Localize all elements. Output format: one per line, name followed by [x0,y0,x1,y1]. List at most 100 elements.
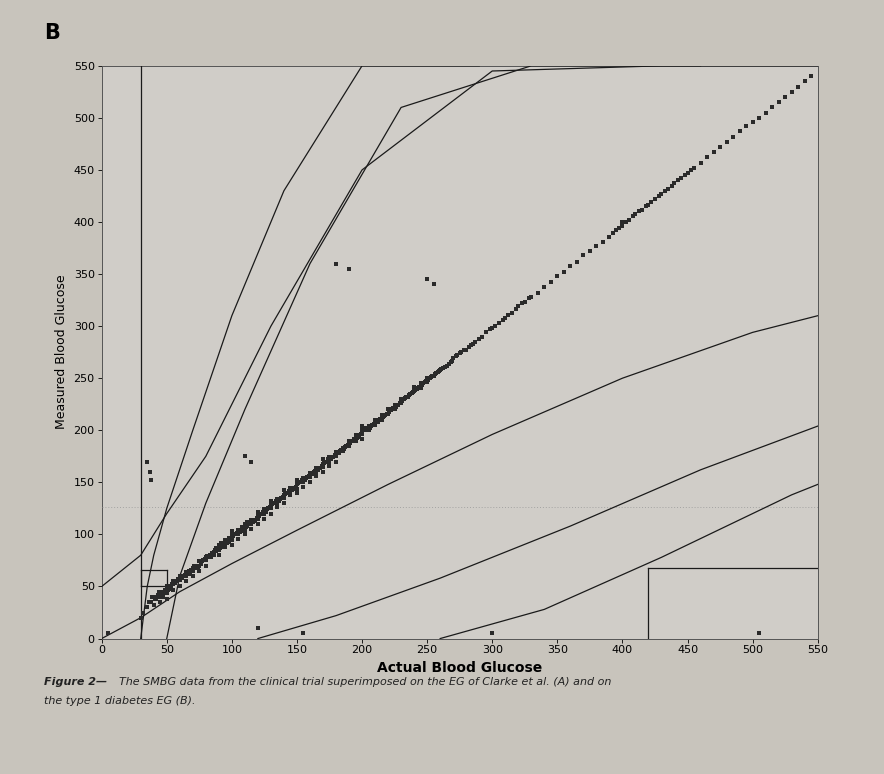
Point [438,361,453,373]
Point [277,497,291,509]
Point [478,326,492,338]
Point [226,530,240,543]
Point [257,508,271,520]
Point [427,279,441,291]
Point [515,297,530,310]
Point [251,512,265,525]
Point [144,596,158,608]
Point [239,521,253,533]
Point [161,584,175,596]
Point [141,601,155,614]
Point [199,551,213,563]
Point [244,455,258,467]
Point [281,487,295,499]
Point [166,578,180,591]
Point [345,434,359,447]
Point [296,472,310,485]
Point [230,527,244,539]
Point [202,549,217,561]
Point [720,135,734,148]
Point [170,575,184,587]
Point [621,214,636,226]
Point [665,180,679,192]
Point [271,495,286,507]
Point [221,533,235,546]
Point [596,235,610,248]
Point [251,518,265,530]
Point [251,505,265,518]
Point [414,377,428,389]
Point [304,467,318,480]
Point [758,107,773,119]
Point [212,539,226,551]
Point [434,363,448,375]
Point [387,403,401,416]
Point [164,580,178,593]
Point [313,461,327,474]
Point [199,560,213,572]
Point [446,352,461,365]
Point [163,582,177,594]
Point [368,413,382,426]
Point [147,599,161,611]
Point [340,439,354,451]
Point [620,216,634,228]
Point [279,487,293,499]
Point [511,300,525,313]
Point [389,401,403,413]
Point [192,560,206,572]
Point [200,550,214,563]
Point [156,585,170,598]
Point [681,167,695,180]
Point [772,96,786,108]
Point [235,525,249,537]
Point [285,484,299,496]
Point [210,542,224,554]
Point [145,591,159,603]
Point [408,383,423,396]
Point [376,410,390,423]
Point [425,370,439,382]
Point [301,471,315,483]
Point [214,541,228,553]
Point [290,474,304,486]
Point [381,407,395,420]
Point [293,476,308,488]
Point [217,538,231,550]
Point [301,470,316,482]
Point [179,570,194,582]
Point [412,380,426,392]
Point [395,395,409,407]
Point [155,588,169,601]
Y-axis label: Measured Blood Glucose: Measured Blood Glucose [55,275,68,430]
Point [172,570,187,582]
Point [648,193,662,205]
Point [263,502,278,515]
Point [321,454,335,466]
Point [295,474,309,486]
Point [186,570,200,582]
Point [693,156,707,169]
Point [172,580,187,593]
Point [156,591,170,603]
Point [329,446,343,458]
Point [222,536,236,548]
Point [234,524,248,536]
Point [590,240,604,252]
Point [530,286,545,299]
Point [179,566,194,578]
Point [422,374,436,386]
Point [187,560,202,572]
Point [402,389,416,401]
Point [296,476,310,488]
Point [192,565,206,577]
Point [244,523,258,536]
Point [291,478,305,490]
Point [492,317,506,329]
Point [392,397,407,409]
Point [606,228,621,240]
Point [290,487,304,499]
Point [213,542,227,554]
Point [524,291,538,303]
Point [475,330,489,343]
